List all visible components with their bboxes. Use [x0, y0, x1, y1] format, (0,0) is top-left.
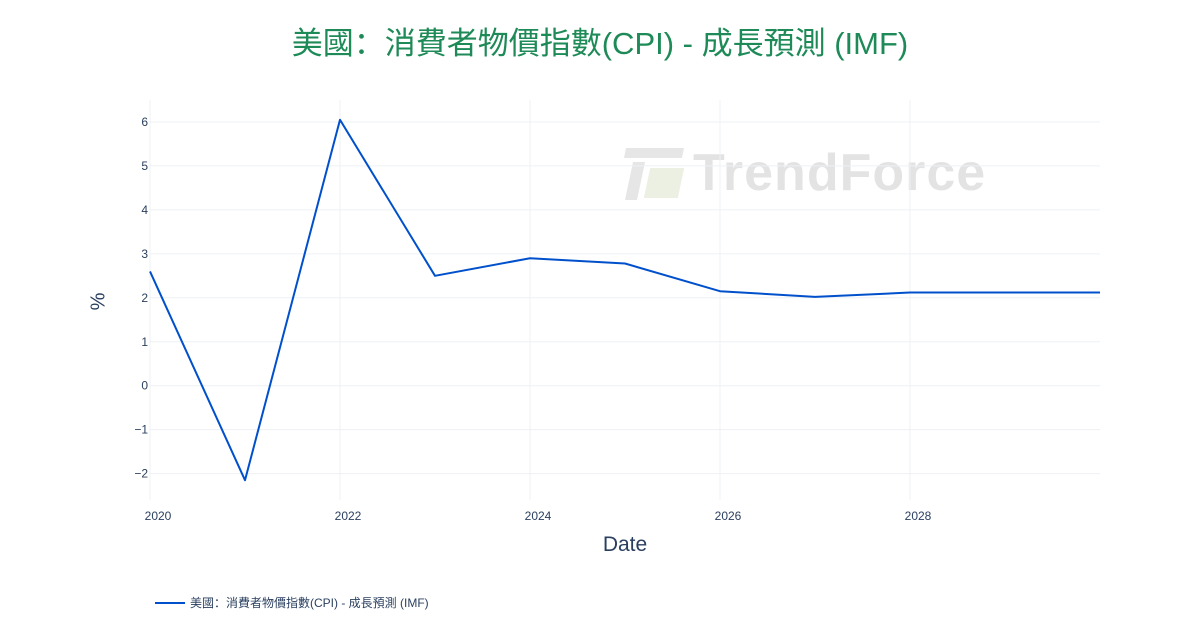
x-tick-label: 2026 — [715, 509, 742, 523]
y-tick-label: 3 — [141, 247, 148, 261]
x-axis-ticks: 2020 2022 2024 2026 2028 — [145, 509, 932, 523]
gridlines — [149, 100, 1100, 500]
y-tick-label: −2 — [134, 467, 148, 481]
y-tick-label: −1 — [134, 423, 148, 437]
trendforce-watermark: TrendForce — [623, 143, 987, 203]
x-tick-label: 2022 — [335, 509, 362, 523]
legend-swatch — [155, 601, 185, 604]
y-tick-label: 5 — [141, 159, 148, 173]
y-tick-label: 1 — [141, 335, 148, 349]
y-axis-ticks: −2 −1 0 1 2 3 4 5 6 — [134, 115, 148, 481]
x-tick-label: 2028 — [905, 509, 932, 523]
y-tick-label: 4 — [141, 203, 148, 217]
watermark-text: TrendForce — [693, 144, 987, 202]
y-tick-label: 2 — [141, 291, 148, 305]
series-layer — [149, 118, 1100, 482]
y-tick-label: 0 — [141, 379, 148, 393]
x-tick-label: 2024 — [525, 509, 552, 523]
series-line[interactable] — [149, 118, 1100, 482]
x-axis-label: Date — [602, 533, 648, 556]
y-tick-label: 6 — [141, 115, 148, 129]
chart-title: 美國：消費者物價指數(CPI) - 成長預測 (IMF) — [291, 26, 909, 61]
x-tick-label: 2020 — [145, 509, 172, 523]
y-axis-label: % — [87, 292, 110, 311]
legend-label: 美國：消費者物價指數(CPI) - 成長預測 (IMF) — [190, 596, 429, 610]
legend[interactable]: 美國：消費者物價指數(CPI) - 成長預測 (IMF) — [155, 594, 429, 611]
